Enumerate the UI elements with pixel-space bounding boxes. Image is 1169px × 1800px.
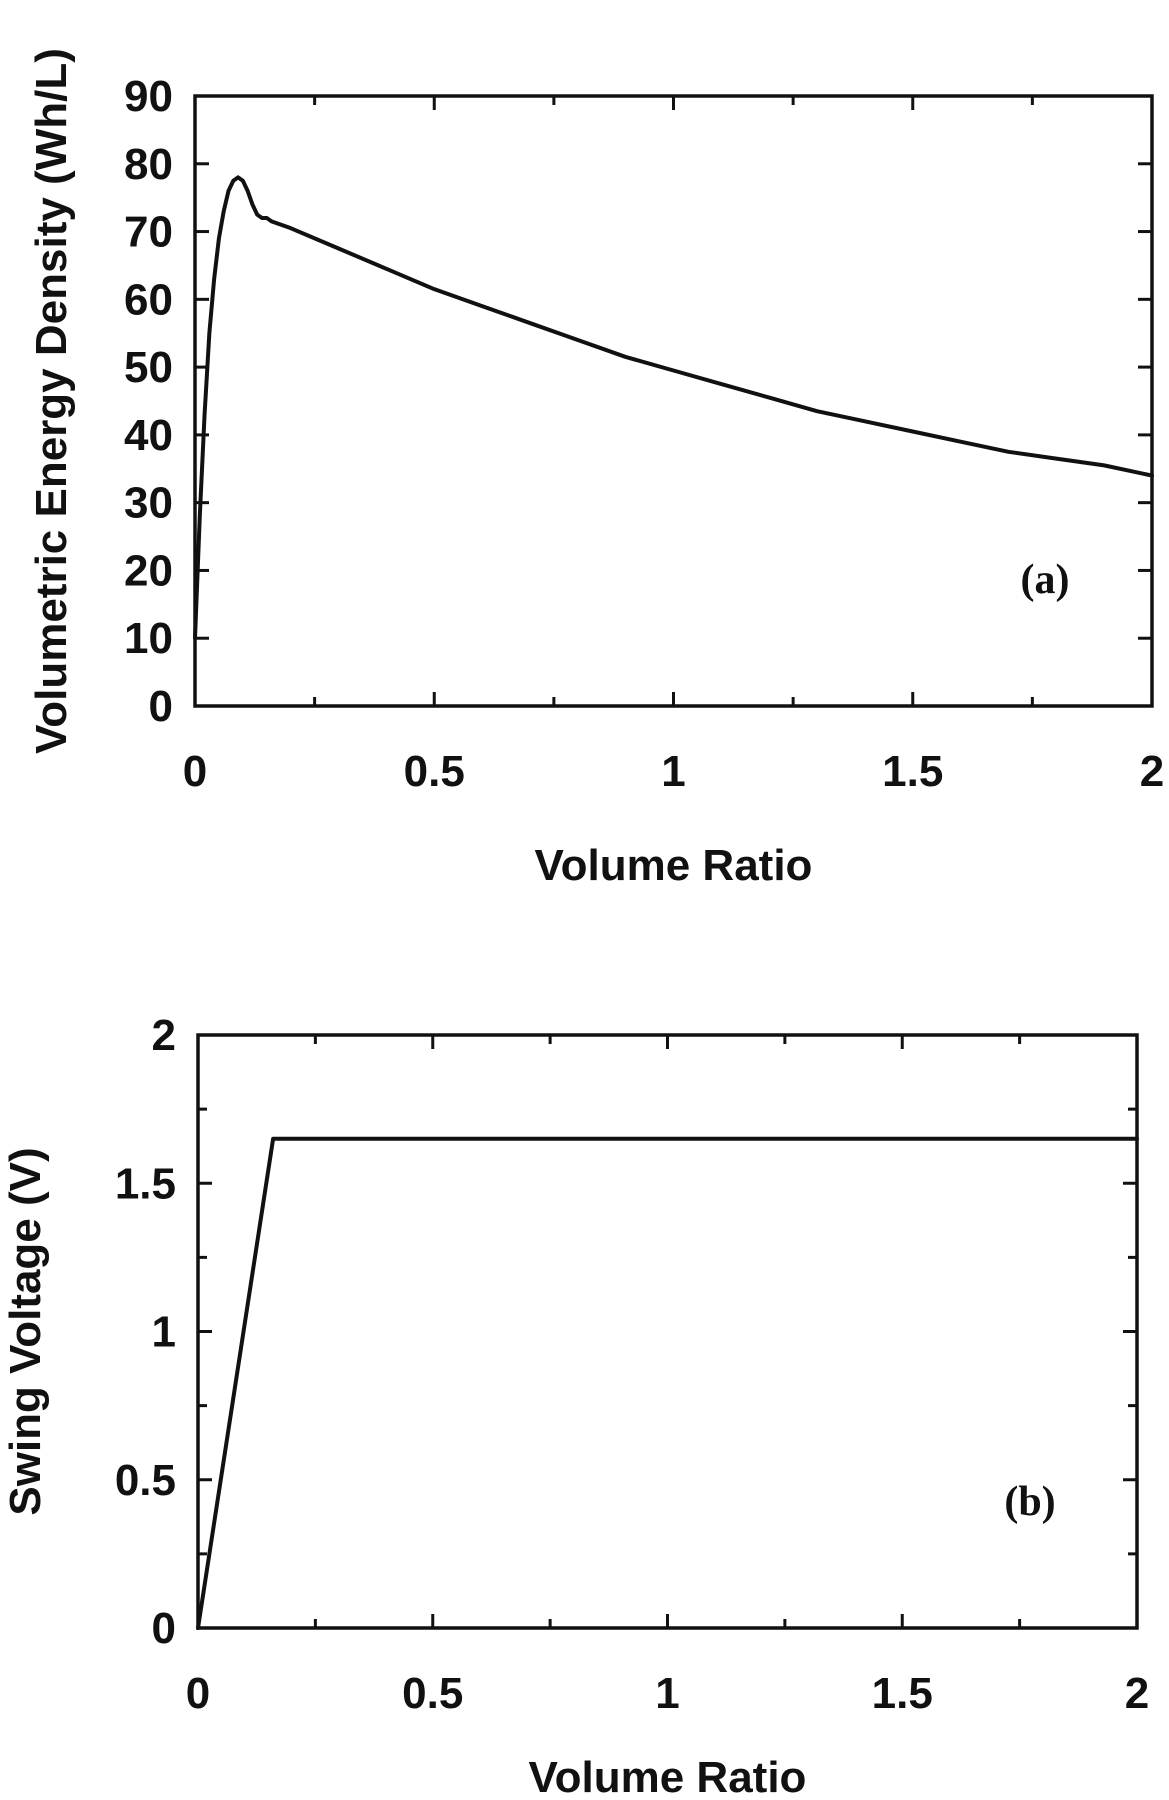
energy-density-x-tick-label: 2: [1140, 747, 1164, 796]
energy-density-y-tick-label: 0: [149, 682, 173, 731]
energy-density-x-tick-labels: 0 0.5 1 1.5 2: [183, 747, 1164, 796]
swing-voltage-y-axis-label: Swing Voltage (V): [1, 1147, 50, 1515]
swing-voltage-y-tick-label: 0: [152, 1604, 176, 1653]
swing-voltage-curve: [196, 1136, 1139, 1630]
swing-voltage-y-tick-label: 1.5: [115, 1159, 176, 1208]
swing-voltage-y-tick-label: 0.5: [115, 1456, 176, 1505]
energy-density-y-tick-label: 70: [124, 208, 173, 257]
swing-voltage-y-tick-label: 1: [152, 1308, 176, 1357]
energy-density-y-tick-label: 20: [124, 546, 173, 595]
swing-voltage-x-tick-label: 0.5: [402, 1669, 463, 1718]
swing-voltage-x-tick-label: 2: [1125, 1669, 1149, 1718]
energy-density-ticks: [193, 94, 1154, 708]
swing-voltage-x-tick-label: 1.5: [872, 1669, 933, 1718]
swing-voltage-x-tick-label: 1: [655, 1669, 679, 1718]
swing-voltage-x-axis-label: Volume Ratio: [529, 1753, 807, 1800]
energy-density-plot-frame: [193, 94, 1154, 708]
swing-voltage-x-tick-label: 0: [186, 1669, 210, 1718]
swing-voltage-x-tick-labels: 0 0.5 1 1.5 2: [186, 1669, 1149, 1718]
energy-density-y-tick-label: 30: [124, 479, 173, 528]
panel-a-label: (a): [1021, 557, 1070, 603]
energy-density-curve: [193, 175, 1154, 641]
energy-density-x-tick-label: 0: [183, 747, 207, 796]
energy-density-y-tick-labels: 0 10 20 30 40 50 60 70 80 90: [124, 72, 173, 731]
energy-density-x-tick-label: 0.5: [404, 747, 465, 796]
energy-density-x-tick-label: 1.5: [882, 747, 943, 796]
panel-b-label: (b): [1004, 1479, 1055, 1525]
energy-density-x-axis-label: Volume Ratio: [535, 841, 813, 890]
energy-density-y-tick-label: 60: [124, 275, 173, 324]
energy-density-chart: 0 10 20 30 40 50 60 70 80 90 0 0.5 1 1.5 2 Volume Rat…: [27, 48, 1164, 890]
energy-density-y-tick-label: 90: [124, 72, 173, 121]
energy-density-y-tick-label: 10: [124, 614, 173, 663]
swing-voltage-y-tick-label: 2: [152, 1011, 176, 1060]
energy-density-y-tick-label: 80: [124, 140, 173, 189]
swing-voltage-y-tick-labels: 0 0.5 1 1.5 2: [115, 1011, 176, 1653]
energy-density-x-tick-label: 1: [661, 747, 685, 796]
swing-voltage-plot-frame: [196, 1033, 1139, 1630]
swing-voltage-ticks: [196, 1033, 1139, 1630]
energy-density-y-axis-label: Volumetric Energy Density (Wh/L): [27, 48, 76, 754]
energy-density-y-tick-label: 50: [124, 343, 173, 392]
energy-density-y-tick-label: 40: [124, 411, 173, 460]
swing-voltage-chart: 0 0.5 1 1.5 2 0 0.5 1 1.5 2 Volume Ratio Swing V…: [1, 1011, 1149, 1800]
